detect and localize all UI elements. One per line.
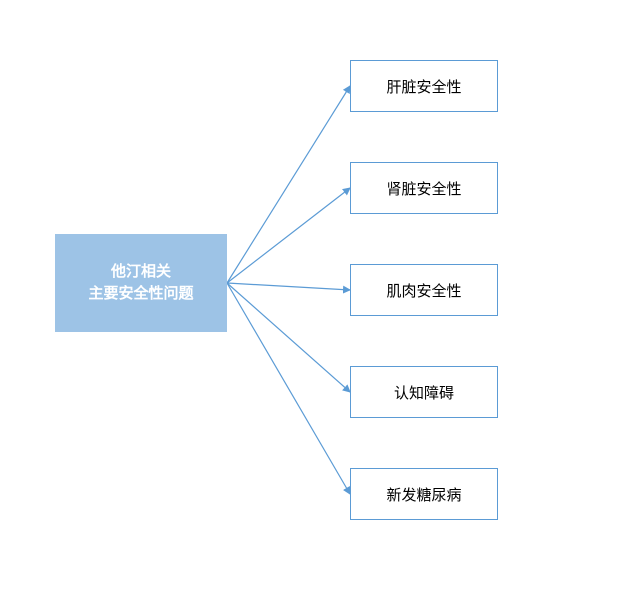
target-label: 肌肉安全性 — [386, 280, 461, 301]
target-node-muscle: 肌肉安全性 — [350, 264, 498, 316]
edge-to-liver — [227, 86, 350, 283]
target-node-diabetes: 新发糖尿病 — [350, 468, 498, 520]
target-label: 肝脏安全性 — [386, 76, 461, 97]
source-label-line1: 他汀相关 — [88, 261, 193, 284]
source-node: 他汀相关 主要安全性问题 — [55, 234, 227, 332]
source-label-line2: 主要安全性问题 — [88, 283, 193, 306]
target-label: 肾脏安全性 — [386, 178, 461, 199]
edge-to-cogn — [227, 283, 350, 392]
source-label: 他汀相关 主要安全性问题 — [88, 261, 193, 306]
target-label: 新发糖尿病 — [386, 484, 461, 505]
target-label: 认知障碍 — [394, 382, 454, 403]
edge-to-muscle — [227, 283, 350, 290]
edges-group — [227, 86, 350, 494]
edge-to-diabetes — [227, 283, 350, 494]
edge-to-kidney — [227, 188, 350, 283]
target-node-kidney: 肾脏安全性 — [350, 162, 498, 214]
target-node-liver: 肝脏安全性 — [350, 60, 498, 112]
target-node-cogn: 认知障碍 — [350, 366, 498, 418]
